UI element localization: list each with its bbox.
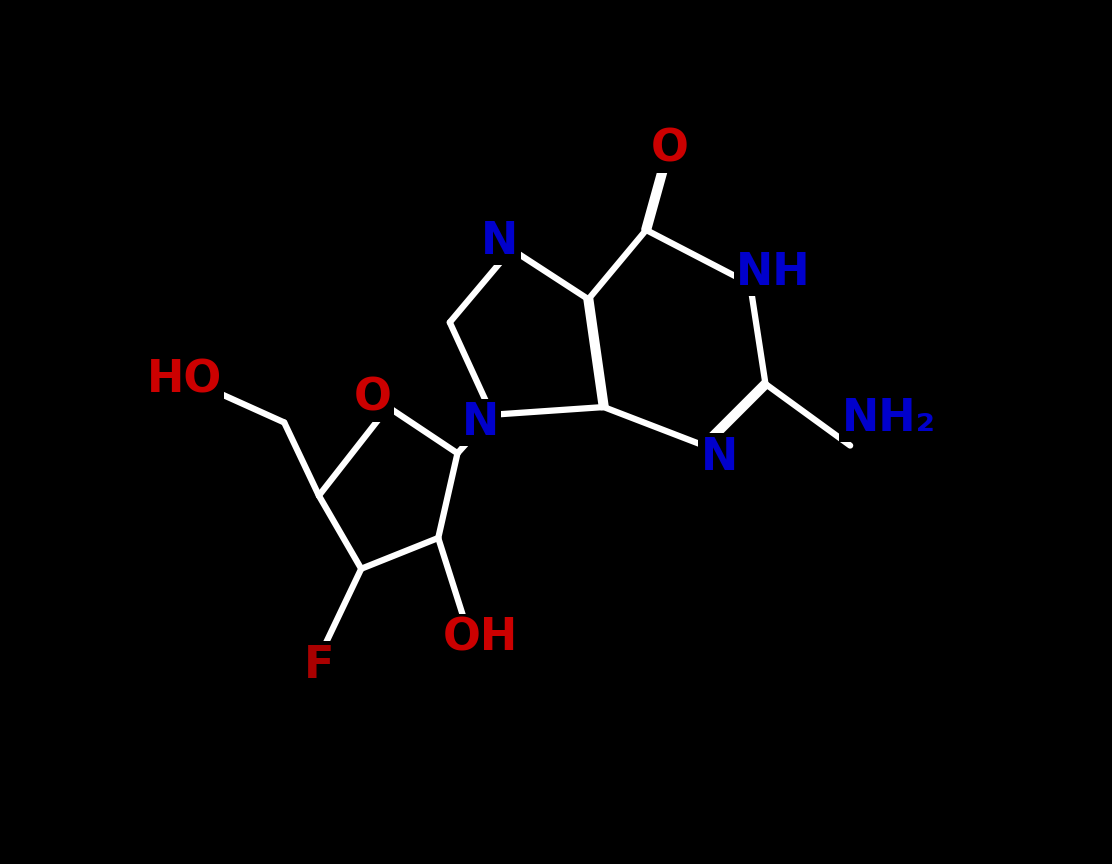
Text: N: N (481, 220, 518, 263)
Text: O: O (651, 128, 688, 170)
Text: OH: OH (443, 617, 518, 659)
Text: NH₂: NH₂ (842, 397, 935, 440)
Text: NH: NH (736, 251, 811, 294)
Text: HO: HO (147, 359, 221, 402)
Text: N: N (701, 435, 738, 479)
Text: N: N (461, 401, 499, 444)
Text: O: O (354, 377, 391, 419)
Text: F: F (304, 644, 334, 687)
